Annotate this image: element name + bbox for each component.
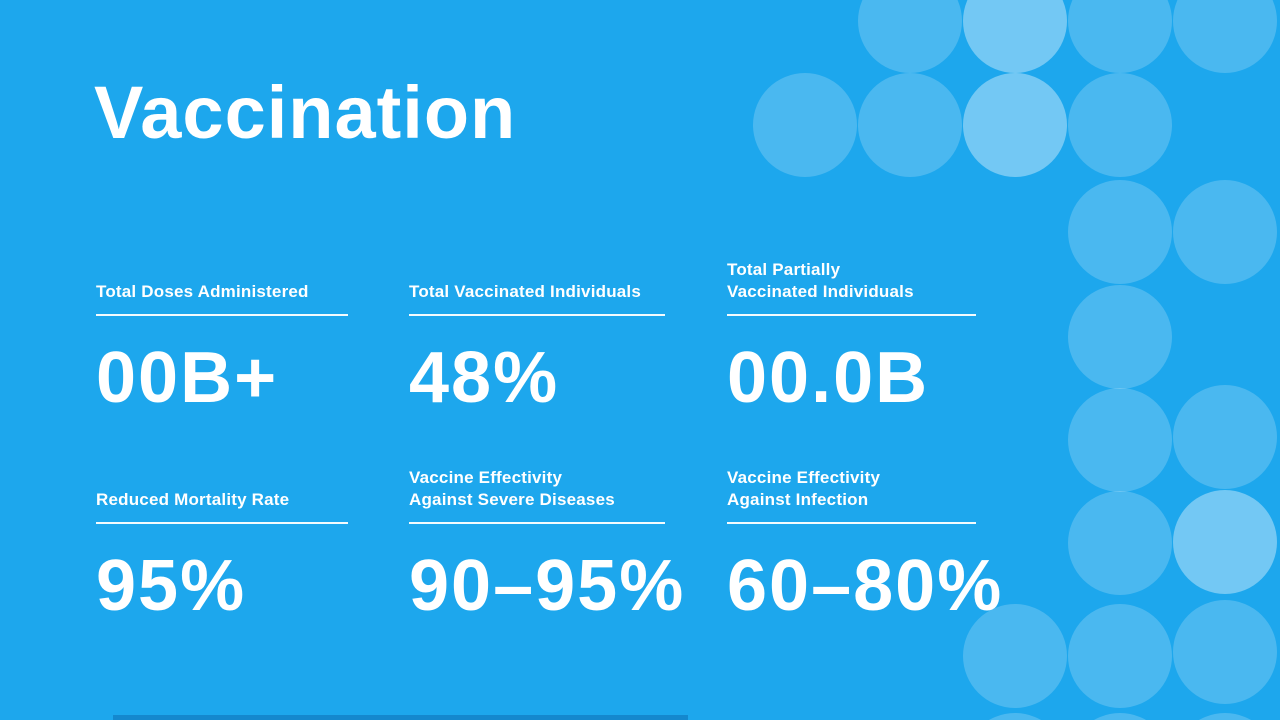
decor-circle	[1068, 180, 1172, 284]
stat-label: Vaccine Effectivity Against Infection	[727, 468, 881, 509]
stat-value: 00B+	[96, 338, 279, 418]
stat-label: Total Partially Vaccinated Individuals	[727, 260, 914, 301]
stat-value: 48%	[409, 338, 560, 418]
decor-circle	[1173, 600, 1277, 704]
stat-value: 00.0B	[727, 338, 930, 418]
stat-underline	[727, 314, 976, 316]
stat-reduced-mortality-rate: Reduced Mortality Rate 95%	[96, 458, 348, 626]
stat-total-vaccinated-individuals: Total Vaccinated Individuals 48%	[409, 250, 665, 418]
stat-effectivity-severe-diseases: Vaccine Effectivity Against Severe Disea…	[409, 458, 686, 626]
stat-total-partially-vaccinated: Total Partially Vaccinated Individuals 0…	[727, 250, 976, 418]
stat-underline	[96, 522, 348, 524]
stat-value: 90–95%	[409, 546, 686, 626]
decor-circle	[858, 0, 962, 73]
decor-circle	[1068, 491, 1172, 595]
stat-label: Reduced Mortality Rate	[96, 490, 290, 509]
stat-underline	[409, 314, 665, 316]
decor-circle	[753, 73, 857, 177]
decor-circle	[858, 73, 962, 177]
decor-circle	[1068, 388, 1172, 492]
decor-circle	[1173, 385, 1277, 489]
stat-underline	[409, 522, 665, 524]
decor-circle	[1068, 285, 1172, 389]
decor-circle	[1173, 490, 1277, 594]
stat-underline	[96, 314, 348, 316]
decor-circle	[1068, 73, 1172, 177]
stat-label: Total Doses Administered	[96, 282, 309, 301]
stat-total-doses-administered: Total Doses Administered 00B+	[96, 250, 348, 418]
decor-circle	[963, 0, 1067, 73]
stat-label: Total Vaccinated Individuals	[409, 282, 642, 301]
decor-circle	[1173, 713, 1277, 720]
footer-accent-bar	[113, 715, 688, 720]
decor-circle	[1173, 180, 1277, 284]
decor-circle	[1068, 713, 1172, 720]
stat-effectivity-infection: Vaccine Effectivity Against Infection 60…	[727, 458, 1004, 626]
stat-label: Vaccine Effectivity Against Severe Disea…	[409, 468, 615, 509]
decor-circle	[1068, 0, 1172, 73]
stat-underline	[727, 522, 976, 524]
decor-circle	[1173, 0, 1277, 73]
decor-circle	[963, 713, 1067, 720]
decor-circle	[1068, 604, 1172, 708]
decor-circle	[963, 73, 1067, 177]
stat-value: 60–80%	[727, 546, 1004, 626]
stat-value: 95%	[96, 546, 247, 626]
slide-title: Vaccination	[94, 71, 517, 154]
